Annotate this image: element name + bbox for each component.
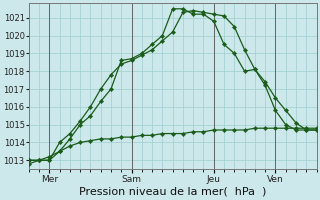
X-axis label: Pression niveau de la mer(  hPa  ): Pression niveau de la mer( hPa ) (79, 187, 266, 197)
